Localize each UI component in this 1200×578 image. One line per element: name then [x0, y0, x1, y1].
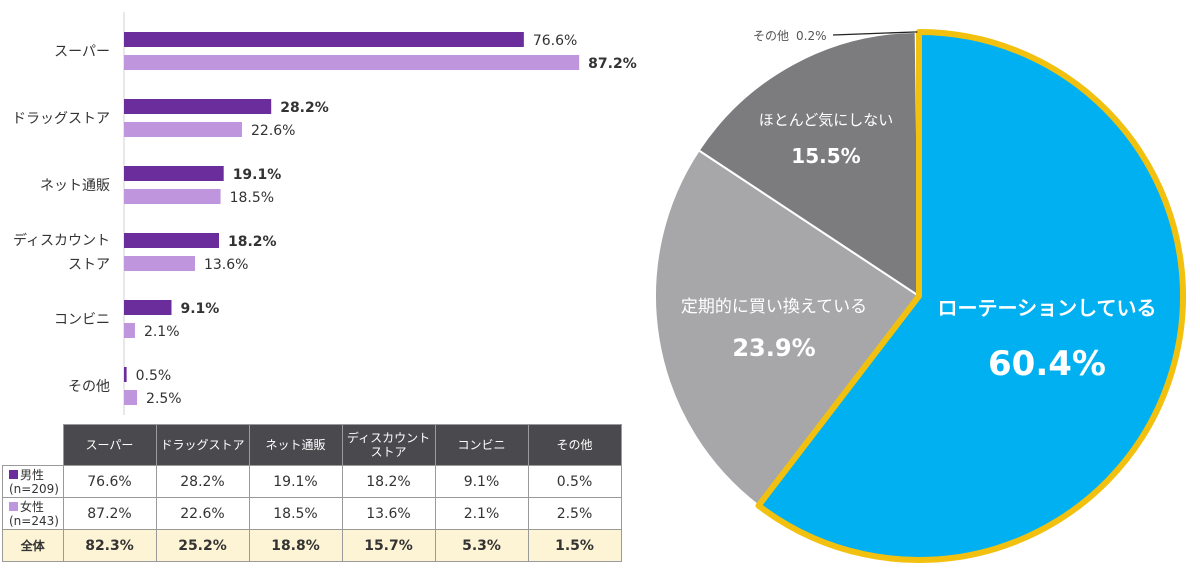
row-label-female: 女性 (n=243) — [2, 497, 64, 530]
dontcare-value: 15.5% — [791, 144, 860, 168]
rotation-slice — [755, 29, 1186, 563]
male-bar — [124, 367, 127, 382]
bar-chart: スーパー 76.6% 87.2% ドラッグストア 28.2% 22.6% ネット通販 19.1… — [12, 12, 637, 415]
rotation-label: ローテーションしている — [938, 296, 1157, 320]
male-bar — [124, 233, 220, 248]
table-header-cell: コンビニ — [434, 424, 529, 466]
table-cell: 19.1% — [248, 465, 343, 498]
category-label: ストア — [68, 257, 110, 273]
table-cell: 18.5% — [248, 497, 343, 530]
female-swatch — [9, 501, 18, 511]
female-bar — [124, 189, 221, 204]
table-header-cell: ディスカウント ストア — [341, 424, 436, 466]
row-sample-size: (n=243) — [9, 513, 59, 528]
table-header-cell: スーパー — [62, 424, 157, 466]
table-cell: 22.6% — [155, 497, 250, 530]
row-label-text: 女性 — [20, 499, 45, 514]
other-value: 0.2% — [796, 29, 827, 43]
row-label-male: 男性 (n=209) — [2, 465, 64, 498]
bar-value-label: 18.2% — [228, 234, 277, 250]
table-corner — [2, 424, 63, 466]
bar-value-label: 9.1% — [181, 301, 220, 317]
female-bar — [124, 390, 138, 405]
table-cell: 18.8% — [248, 529, 343, 562]
category-label: ドラッグストア — [12, 111, 110, 127]
table-cell: 25.2% — [155, 529, 250, 562]
table-row-total: 全体 82.3% 25.2% 18.8% 15.7% 5.3% 1.5% — [2, 529, 622, 562]
bar-value-label: 0.5% — [136, 368, 172, 384]
female-bar — [124, 122, 242, 137]
table-cell: 76.6% — [62, 465, 157, 498]
table-cell: 82.3% — [62, 529, 157, 562]
male-bar — [124, 300, 172, 315]
table-row-male: 男性 (n=209) 76.6% 28.2% 19.1% 18.2% 9.1% … — [2, 465, 622, 498]
male-bar — [124, 166, 224, 181]
category-label: スーパー — [54, 44, 110, 60]
female-bar — [124, 256, 195, 271]
table-header-row: スーパー ドラッグストア ネット通販 ディスカウント ストア コンビニ その他 — [2, 424, 622, 466]
regular-label: 定期的に買い換えている — [681, 297, 867, 317]
bar-value-label: 2.5% — [146, 391, 182, 407]
table-cell: 87.2% — [62, 497, 157, 530]
table-cell: 18.2% — [341, 465, 436, 498]
row-sample-size: (n=209) — [9, 481, 59, 496]
female-bar — [124, 55, 580, 70]
male-bar — [124, 99, 272, 114]
bar-value-label: 13.6% — [204, 257, 248, 273]
row-label-total: 全体 — [2, 529, 64, 562]
male-bar — [124, 32, 524, 47]
male-swatch — [9, 469, 18, 479]
table-cell: 0.5% — [527, 465, 622, 498]
category-label: ネット通販 — [40, 178, 110, 194]
bar-value-label: 28.2% — [280, 100, 329, 116]
table-cell: 28.2% — [155, 465, 250, 498]
bar-value-label: 2.1% — [144, 324, 180, 340]
row-label-text: 男性 — [20, 467, 45, 482]
table-cell: 1.5% — [527, 529, 622, 562]
category-label: その他 — [68, 379, 110, 395]
table-cell: 2.5% — [527, 497, 622, 530]
table-cell: 5.3% — [434, 529, 529, 562]
table-header-cell: ドラッグストア — [155, 424, 250, 466]
table-cell: 15.7% — [341, 529, 436, 562]
bar-value-label: 19.1% — [233, 167, 282, 183]
dontcare-label: ほとんど気にしない — [759, 111, 894, 129]
table-header-cell: ネット通販 — [248, 424, 343, 466]
rotation-value: 60.4% — [988, 344, 1106, 384]
bar-value-label: 87.2% — [588, 56, 637, 72]
category-label: ディスカウント — [13, 232, 110, 249]
female-bar — [124, 323, 135, 338]
table-cell: 13.6% — [341, 497, 436, 530]
bar-value-label: 22.6% — [251, 123, 295, 139]
regular-slice — [654, 149, 920, 507]
regular-value: 23.9% — [732, 334, 815, 362]
other-label: その他 — [753, 29, 789, 43]
bar-value-label: 76.6% — [533, 33, 577, 49]
pie-chart: ローテーションしている 60.4% 定期的に買い換えている 23.9% ほとんど気にしな… — [654, 29, 1186, 563]
table-cell: 2.1% — [434, 497, 529, 530]
table-header-discount: ディスカウント ストア — [346, 431, 431, 459]
table-header-cell: その他 — [527, 424, 622, 466]
dontcare-slice — [697, 31, 920, 297]
table-row-female: 女性 (n=243) 87.2% 22.6% 18.5% 13.6% 2.1% … — [2, 497, 622, 530]
summary-table: スーパー ドラッグストア ネット通販 ディスカウント ストア コンビニ その他 … — [2, 424, 622, 562]
table-cell: 9.1% — [434, 465, 529, 498]
category-label: コンビニ — [54, 312, 110, 328]
bar-value-label: 18.5% — [230, 190, 274, 206]
other-leader-line — [832, 31, 918, 36]
